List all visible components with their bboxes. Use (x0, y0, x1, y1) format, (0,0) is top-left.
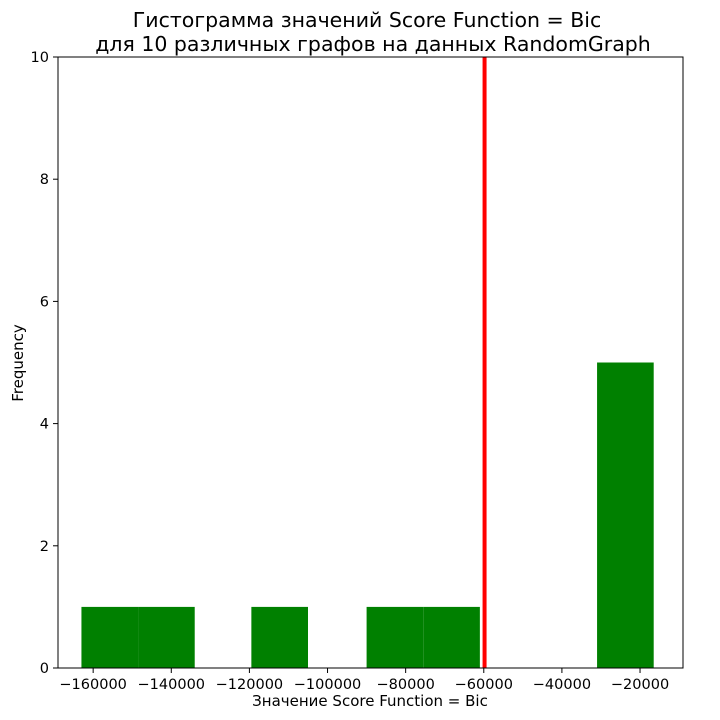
y-tick-label: 4 (40, 417, 49, 433)
histogram-bar (597, 362, 654, 668)
x-tick-label: −80000 (377, 677, 435, 693)
chart-title-line-1: Гистограмма значений Score Function = Bi… (133, 8, 601, 32)
histogram-bar (138, 606, 195, 668)
chart-title-line-2: для 10 различных графов на данных Random… (95, 32, 651, 56)
histogram-bar (423, 606, 480, 668)
x-axis-ticks: −160000 −140000 −120000 −100000 −80000 −60000… (59, 668, 669, 693)
histogram-bars (81, 362, 654, 668)
y-tick-label: 6 (40, 294, 49, 310)
x-tick-label: −120000 (216, 677, 284, 693)
y-tick-label: 8 (40, 172, 49, 188)
x-tick-label: −20000 (611, 677, 669, 693)
x-tick-label: −100000 (294, 677, 362, 693)
x-tick-label: −40000 (533, 677, 591, 693)
y-tick-label: 2 (40, 539, 49, 555)
y-tick-label: 10 (31, 50, 49, 66)
histogram-bar (251, 606, 308, 668)
x-tick-label: −60000 (455, 677, 513, 693)
histogram-bar (81, 606, 139, 668)
y-axis-label: Frequency (9, 324, 27, 402)
x-axis-label: Значение Score Function = Bic (252, 692, 488, 710)
plot-area-frame (57, 56, 684, 669)
x-tick-label: −140000 (138, 677, 206, 693)
x-tick-label: −160000 (59, 677, 127, 693)
y-axis-ticks: 0 2 4 6 8 10 (31, 50, 58, 677)
histogram-bar (366, 606, 424, 668)
y-tick-label: 0 (40, 661, 49, 677)
